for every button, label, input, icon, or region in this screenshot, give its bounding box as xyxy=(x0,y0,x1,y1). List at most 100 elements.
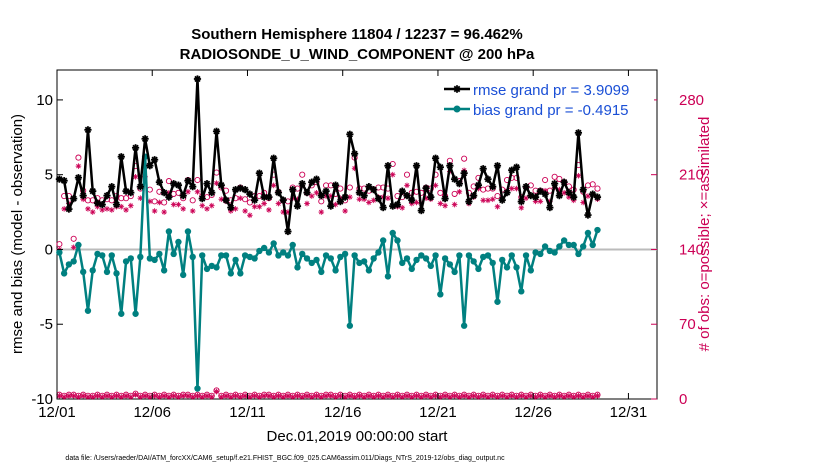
bias-point xyxy=(337,253,344,261)
obs-possible-point xyxy=(194,176,201,184)
obs-assimilated-point xyxy=(242,392,248,399)
bias-point xyxy=(89,267,96,274)
bias-point xyxy=(332,267,339,274)
obs-assimilated-point xyxy=(456,394,463,400)
obs-assimilated-point xyxy=(356,392,363,399)
obs-assimilated-point xyxy=(156,394,163,400)
rmse-point xyxy=(351,150,359,158)
rmse-point xyxy=(374,195,383,203)
obs-assimilated-point xyxy=(537,198,544,205)
obs-assimilated-point xyxy=(380,394,386,400)
x-tick-label: 12/11 xyxy=(229,404,265,421)
axis-ticks: 12/01 12/06 12/11 12/16 12/21 12/26 12/31 -10 -5… xyxy=(31,70,704,421)
obs-assimilated-point xyxy=(347,392,353,399)
rmse-point xyxy=(517,198,525,206)
obs-possible-point xyxy=(346,184,353,191)
rmse-point xyxy=(222,196,230,204)
bias-point xyxy=(299,250,306,258)
obs-assimilated-point xyxy=(108,207,115,213)
obs-assimilated-point xyxy=(494,203,501,210)
y-left-tick-label: -10 xyxy=(31,391,53,408)
bias-point xyxy=(251,255,258,262)
bias-point xyxy=(137,253,144,261)
obs-assimilated-point xyxy=(470,392,477,399)
bias-point xyxy=(584,229,592,237)
obs-assimilated-point xyxy=(237,394,244,400)
rmse-point xyxy=(127,189,135,197)
bias-point xyxy=(284,252,292,259)
rmse-point xyxy=(498,196,506,204)
obs-assimilated-point xyxy=(266,392,272,399)
bias-point xyxy=(203,265,211,273)
obs-possible-point xyxy=(318,198,325,205)
rmse-point xyxy=(198,195,206,203)
rmse-point xyxy=(446,162,454,170)
obs-assimilated-point xyxy=(551,394,558,400)
bias-point xyxy=(451,268,458,276)
bias-point xyxy=(313,256,320,264)
obs-assimilated-point xyxy=(208,394,215,400)
obs-assimilated-point xyxy=(356,196,363,203)
obs-assimilated-point xyxy=(194,188,201,195)
rmse-point xyxy=(365,183,373,191)
obs-assimilated-point xyxy=(185,392,191,399)
obs-assimilated-point xyxy=(251,203,258,210)
obs-assimilated-point xyxy=(423,392,429,399)
rmse-point xyxy=(393,200,402,209)
rmse-point xyxy=(574,129,583,137)
rmse-point xyxy=(493,162,502,170)
rmse-point xyxy=(536,187,544,195)
bias-point xyxy=(218,252,225,259)
bias-point xyxy=(237,270,244,277)
bias-point xyxy=(179,271,187,279)
rmse-point xyxy=(551,180,559,188)
bias-point xyxy=(108,252,115,259)
x-tick-label: 12/06 xyxy=(133,404,171,421)
obs-assimilated-point xyxy=(275,392,282,399)
bias-point xyxy=(60,270,68,277)
rmse-point xyxy=(570,193,578,201)
rmse-point xyxy=(160,189,168,197)
obs-possible-point xyxy=(594,185,601,192)
obs-assimilated-point xyxy=(213,388,220,395)
obs-assimilated-point xyxy=(194,392,201,399)
obs-assimilated-point xyxy=(370,394,377,400)
obs-assimilated-point xyxy=(208,202,215,209)
rmse-point xyxy=(346,130,354,138)
obs-assimilated-point xyxy=(318,209,325,215)
rmse-point xyxy=(117,153,125,161)
obs-assimilated-point xyxy=(461,392,467,399)
obs-assimilated-point xyxy=(385,392,391,399)
obs-assimilated-point xyxy=(170,392,177,399)
rmse-point xyxy=(98,200,106,209)
obs-assimilated-point xyxy=(80,392,86,399)
rmse-point xyxy=(336,198,344,206)
obs-assimilated-point xyxy=(451,201,458,208)
rmse-point xyxy=(284,227,292,236)
obs-possible-point xyxy=(189,197,196,204)
obs-assimilated-point xyxy=(56,392,63,399)
rmse-point xyxy=(408,196,416,204)
bias-point xyxy=(484,252,492,259)
rmse-point xyxy=(331,181,340,189)
obs-assimilated-point xyxy=(247,394,253,400)
bias-point xyxy=(275,252,282,259)
obs-possible-point xyxy=(494,192,501,200)
obs-assimilated-point xyxy=(570,394,577,400)
obs-assimilated-point xyxy=(413,392,420,399)
obs-assimilated-point xyxy=(128,202,134,209)
obs-assimilated-point xyxy=(280,394,286,400)
obs-assimilated-point xyxy=(256,394,263,400)
rmse-point xyxy=(312,175,321,183)
rmse-point xyxy=(398,187,406,195)
bias-point xyxy=(579,243,587,250)
x-tick-label: 12/01 xyxy=(38,404,76,421)
legend: rmse grand pr = 3.9099 bias grand pr = -… xyxy=(441,78,654,119)
bias-point xyxy=(537,250,544,258)
rmse-line xyxy=(59,77,599,233)
obs-assimilated-point xyxy=(385,195,391,201)
rmse-point xyxy=(341,193,349,201)
bias-point xyxy=(432,252,439,259)
obs-assimilated-point xyxy=(518,392,525,399)
rmse-point xyxy=(65,205,73,213)
